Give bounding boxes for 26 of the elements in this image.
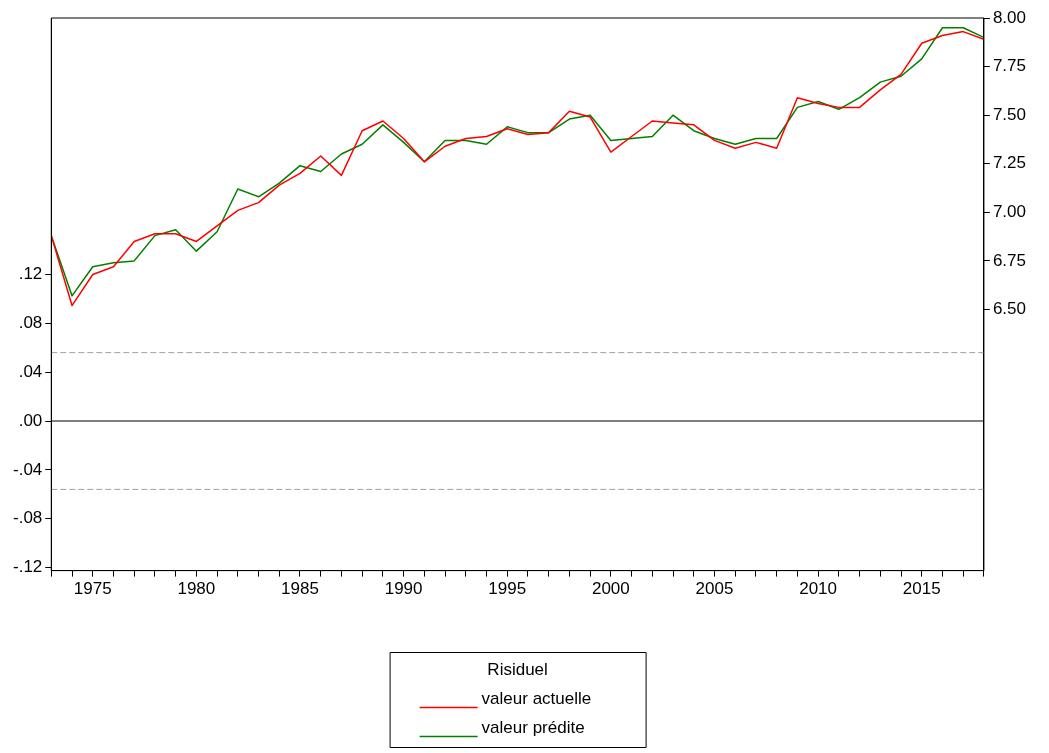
x-tick-label: 1985: [281, 579, 319, 599]
y-tick-label: .04: [18, 361, 43, 381]
x-tick-label: 1975: [73, 579, 112, 599]
y-tick-label: -.04: [13, 459, 43, 479]
y-tick-label: .12: [18, 264, 43, 284]
y2-tick-label: 7.25: [992, 153, 1027, 173]
x-tick-label: 2015: [902, 579, 941, 599]
y-tick-label: -.12: [13, 557, 43, 577]
legend-title: Risiduel: [487, 660, 548, 680]
y2-tick-label: 6.50: [992, 299, 1027, 319]
x-tick-label: 2005: [695, 579, 734, 599]
legend-label: valeur prédite: [481, 718, 585, 738]
x-tick-label: 1995: [488, 579, 527, 599]
y2-tick-label: 7.50: [992, 104, 1027, 124]
y2-tick-label: 7.75: [992, 56, 1027, 76]
y2-tick-label: 6.75: [992, 250, 1027, 270]
y2-tick-label: 8.00: [992, 7, 1027, 27]
x-tick-label: 1990: [384, 579, 423, 599]
legend-label: valeur actuelle: [481, 689, 592, 709]
y-tick-label: -.08: [13, 508, 43, 528]
x-tick-label: 2010: [799, 579, 838, 599]
x-tick-label: 1980: [177, 579, 216, 599]
y2-tick-label: 7.00: [992, 201, 1027, 221]
x-tick-label: 2000: [591, 579, 630, 599]
y-tick-label: .08: [18, 312, 43, 332]
y-tick-label: .00: [18, 410, 43, 430]
